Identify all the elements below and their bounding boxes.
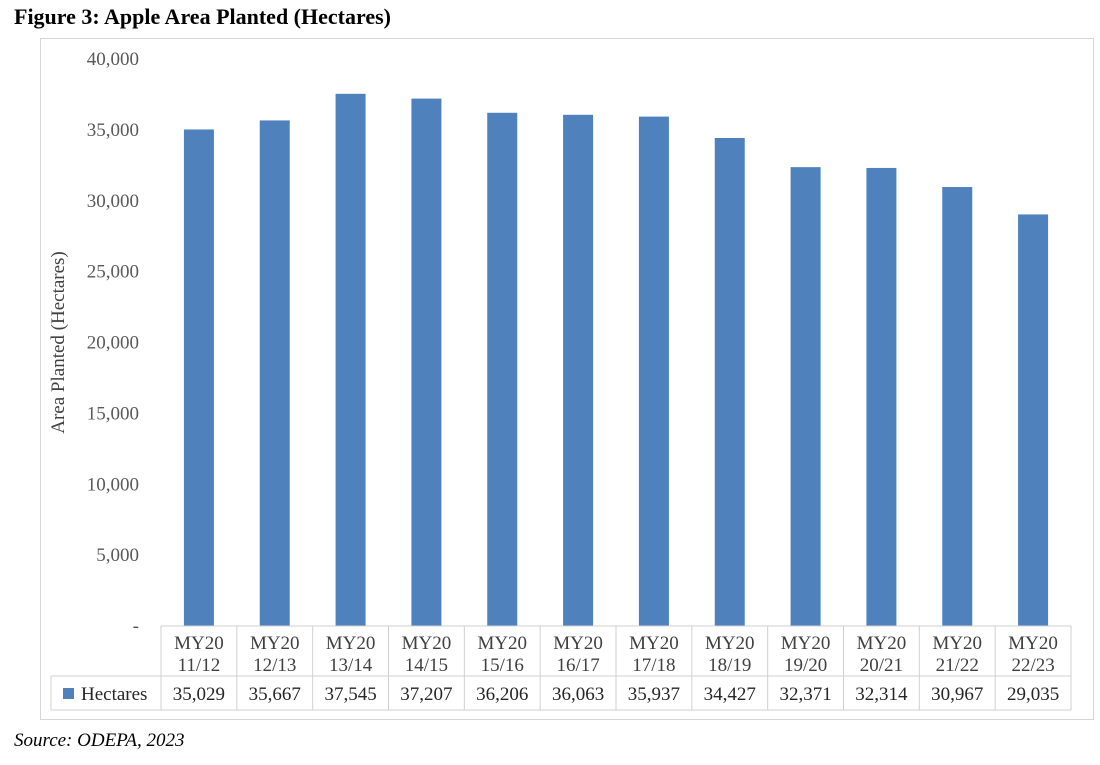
data-label: 30,967 <box>931 684 983 705</box>
bar <box>942 187 973 626</box>
bar <box>411 98 442 627</box>
figure-title: Figure 3: Apple Area Planted (Hectares) <box>14 4 391 29</box>
bar <box>259 120 290 626</box>
bar-chart: Area Planted (Hectares) - 5,000 10,000 15,0… <box>48 49 1072 711</box>
y-tick-label: 25,000 <box>87 262 139 283</box>
bar <box>714 137 745 626</box>
y-tick-label: 5,000 <box>96 545 139 566</box>
legend-label: Hectares <box>81 684 147 705</box>
data-label: 35,937 <box>628 684 680 705</box>
bar <box>790 167 821 627</box>
bar <box>638 116 669 627</box>
y-tick-label: 10,000 <box>87 474 139 495</box>
y-tick-label: - <box>133 616 139 637</box>
bar <box>563 114 594 626</box>
category-label: MY20 12/13 <box>250 633 300 676</box>
y-axis-title: Area Planted (Hectares) <box>48 251 69 434</box>
y-tick-label: 40,000 <box>87 49 139 70</box>
bar <box>866 167 897 627</box>
data-label: 36,063 <box>552 684 604 705</box>
bar <box>183 129 214 626</box>
category-label: MY20 21/22 <box>932 633 982 676</box>
y-tick-label: 30,000 <box>87 191 139 212</box>
data-label: 35,029 <box>173 684 225 705</box>
category-label: MY20 11/12 <box>174 633 224 676</box>
data-label: 29,035 <box>1007 684 1059 705</box>
category-label: MY20 17/18 <box>629 633 679 676</box>
bar <box>1018 214 1049 626</box>
y-tick-label: 15,000 <box>87 403 139 424</box>
y-tick-label: 35,000 <box>87 120 139 141</box>
data-label: 32,371 <box>779 684 831 705</box>
category-label: MY20 15/16 <box>477 633 527 676</box>
chart-area: Area Planted (Hectares) - 5,000 10,000 15,0… <box>40 38 1094 720</box>
data-label: 37,545 <box>324 684 376 705</box>
category-label: MY20 18/19 <box>705 633 755 676</box>
bar <box>335 93 366 626</box>
category-label: MY20 22/23 <box>1008 633 1058 676</box>
y-tick-label: 20,000 <box>87 333 139 354</box>
data-label: 32,314 <box>855 684 908 705</box>
data-label: 37,207 <box>400 684 452 705</box>
category-label: MY20 14/15 <box>402 633 452 676</box>
data-label: 35,667 <box>249 684 301 705</box>
category-label: MY20 16/17 <box>553 633 603 676</box>
category-label: MY20 13/14 <box>326 633 376 676</box>
data-label: 34,427 <box>704 684 756 705</box>
category-label: MY20 19/20 <box>781 633 831 676</box>
category-label: MY20 20/21 <box>857 633 907 676</box>
bar <box>487 112 518 626</box>
source-note: Source: ODEPA, 2023 <box>14 730 185 751</box>
data-label: 36,206 <box>476 684 528 705</box>
legend-swatch <box>63 688 74 699</box>
